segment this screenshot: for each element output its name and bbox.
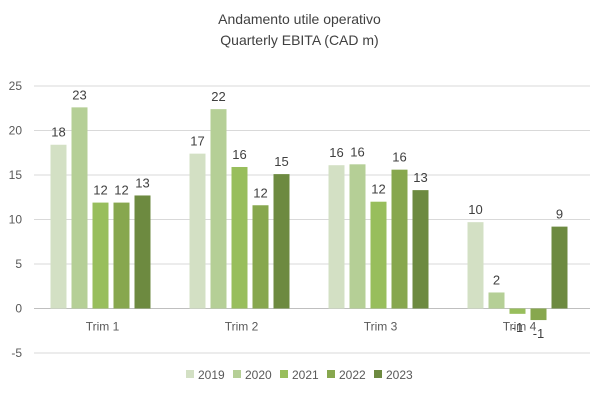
data-label: 22 xyxy=(211,89,225,104)
bar-2019-trim-4 xyxy=(467,222,484,309)
bar-2020-trim-4 xyxy=(488,292,505,309)
data-label: 15 xyxy=(274,154,288,169)
data-label: 2 xyxy=(493,272,500,287)
bar-2020-trim-1 xyxy=(71,107,88,309)
legend-swatch-2023 xyxy=(374,370,382,378)
data-label: -1 xyxy=(533,326,545,341)
bar-2023-trim-2 xyxy=(273,174,290,309)
bar-2022-trim-3 xyxy=(391,169,408,309)
legend-swatch-2019 xyxy=(186,370,194,378)
y-tick-label: 0 xyxy=(15,302,22,316)
legend-swatch-2020 xyxy=(233,370,241,378)
bar-2021-trim-2 xyxy=(231,166,248,309)
chart-title: Andamento utile operativo xyxy=(218,11,381,27)
data-label: 16 xyxy=(329,145,343,160)
data-label: 16 xyxy=(392,150,406,165)
category-label: Trim 1 xyxy=(86,320,120,334)
data-label: 17 xyxy=(190,134,204,149)
legend-swatch-2022 xyxy=(327,370,335,378)
bar-2023-trim-4 xyxy=(551,226,568,309)
bar-2023-trim-1 xyxy=(134,195,151,309)
legend-label-2022: 2022 xyxy=(339,368,366,382)
data-label: 12 xyxy=(253,185,267,200)
category-label: Trim 2 xyxy=(225,320,259,334)
bar-2019-trim-2 xyxy=(189,153,206,309)
data-label: 16 xyxy=(232,147,246,162)
data-label: 23 xyxy=(72,87,86,102)
data-label: -1 xyxy=(512,320,524,335)
data-label: 18 xyxy=(51,125,65,140)
y-tick-label: 20 xyxy=(9,124,23,138)
bar-2019-trim-3 xyxy=(328,165,345,309)
data-label: 13 xyxy=(135,175,149,190)
y-tick-label: 10 xyxy=(9,213,23,227)
bar-2019-trim-1 xyxy=(50,144,67,309)
data-label: 9 xyxy=(556,207,563,222)
bar-2020-trim-3 xyxy=(349,164,366,309)
y-tick-label: 15 xyxy=(9,168,23,182)
legend-label-2020: 2020 xyxy=(245,368,272,382)
bar-2022-trim-4 xyxy=(530,308,547,321)
data-label: 12 xyxy=(114,183,128,198)
bar-2021-trim-4 xyxy=(509,308,526,314)
category-label: Trim 4 xyxy=(503,320,537,334)
bar-2021-trim-3 xyxy=(370,201,387,309)
bar-2023-trim-3 xyxy=(412,190,429,309)
y-tick-label: -5 xyxy=(11,346,22,360)
data-label: 12 xyxy=(93,183,107,198)
legend-label-2023: 2023 xyxy=(386,368,413,382)
legend-label-2021: 2021 xyxy=(292,368,319,382)
y-tick-label: 25 xyxy=(9,79,23,93)
legend-label-2019: 2019 xyxy=(198,368,225,382)
bar-2022-trim-1 xyxy=(113,202,130,309)
data-label: 16 xyxy=(350,144,364,159)
chart-subtitle: Quarterly EBITA (CAD m) xyxy=(220,32,379,48)
category-label: Trim 3 xyxy=(364,320,398,334)
data-label: 10 xyxy=(468,202,482,217)
bar-2020-trim-2 xyxy=(210,109,227,309)
data-label: 12 xyxy=(371,182,385,197)
y-tick-label: 5 xyxy=(15,257,22,271)
data-label: 13 xyxy=(413,170,427,185)
bar-2022-trim-2 xyxy=(252,205,269,309)
bar-2021-trim-1 xyxy=(92,202,109,309)
legend-swatch-2021 xyxy=(280,370,288,378)
